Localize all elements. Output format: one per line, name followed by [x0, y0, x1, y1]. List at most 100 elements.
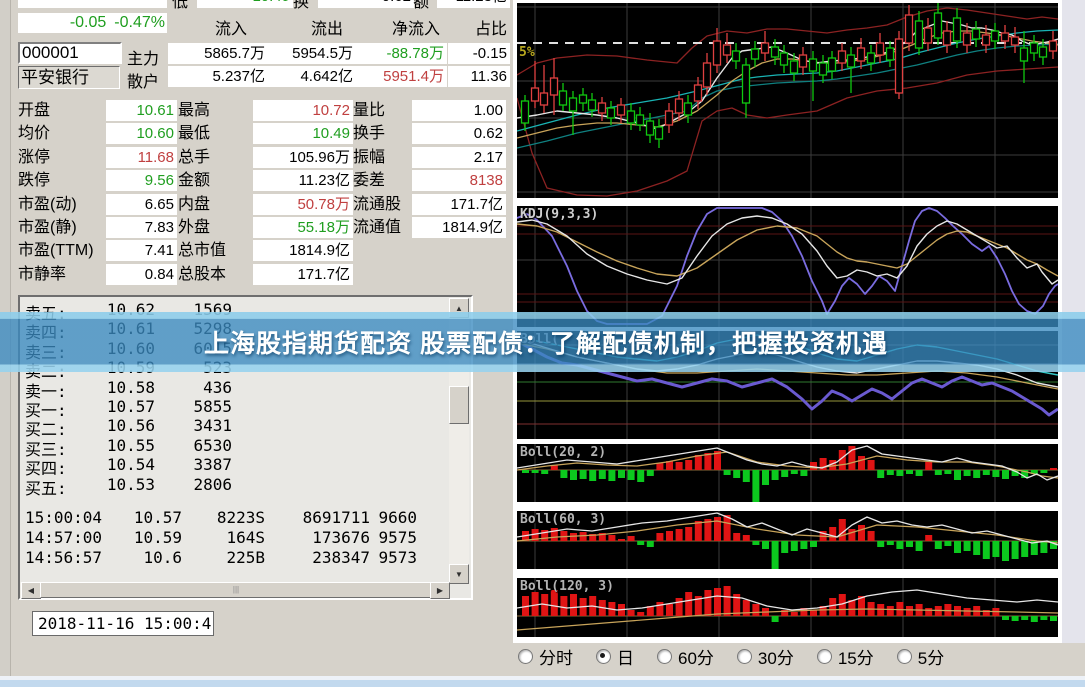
orderbook-price: 10.53 — [106, 474, 155, 494]
tick-price: 10.6 — [143, 547, 182, 567]
stock-name-box: 平安银行 — [18, 66, 120, 89]
change-value: -0.05 — [69, 14, 107, 31]
period-radio-30分[interactable]: 30分 — [736, 644, 794, 669]
kline-chart[interactable]: 5% — [517, 3, 1058, 198]
orderbook-row: 卖一: 10.58 436 — [20, 377, 449, 401]
boll20-bar-chart[interactable]: Boll(20, 2) — [517, 444, 1058, 502]
stat-label: 最高 — [178, 102, 211, 119]
stat-value: 1.00 — [412, 100, 506, 121]
orderbook-volume: 2806 — [193, 474, 232, 494]
orderbook-row: 买四: 10.54 3387 — [20, 455, 449, 478]
tick-row: 14:57:00 10.59 164S 173676 9575 — [20, 528, 449, 547]
period-label: 15分 — [837, 648, 874, 668]
stat-label: 市盈(TTM) — [18, 242, 94, 260]
radio-icon[interactable] — [736, 648, 752, 664]
tick-price: 10.59 — [133, 527, 182, 547]
orderbook-row: 买五: 10.53 2806 — [20, 474, 449, 498]
tick-seq: 9573 — [378, 547, 417, 567]
radio-icon[interactable] — [596, 648, 611, 664]
h-scrollbar-thumb[interactable]: ||| — [40, 582, 432, 598]
tick-time: 14:57:00 — [25, 527, 103, 547]
main-force-label: 主力 — [127, 51, 160, 68]
kdj-label: KDJ(9,3,3) — [520, 207, 599, 222]
radio-icon[interactable] — [896, 648, 912, 664]
stat-value: 9.56 — [106, 170, 177, 192]
period-label: 5分 — [917, 648, 945, 668]
stats-row: 市盈(TTM) 7.41 总市值 1814.9亿 — [0, 240, 513, 263]
stat-label: 均价 — [18, 125, 51, 143]
low-label: 低 — [172, 0, 189, 10]
stats-row: 市静率 0.84 总股本 171.7亿 — [0, 263, 513, 287]
orderbook-row: 买一: 10.57 5855 — [20, 397, 449, 420]
boll120-bar-chart[interactable]: Boll(120, 3) — [517, 578, 1058, 637]
price-box-clipped — [18, 0, 167, 8]
change-percent: -0.47% — [114, 14, 165, 31]
orderbook-level-label: 买五: — [25, 478, 67, 498]
period-radio-5分[interactable]: 5分 — [896, 644, 945, 669]
orderbook-level-label: 买一: — [25, 401, 67, 420]
tick-amount: 173676 — [312, 527, 370, 547]
stat-label: 量比 — [353, 102, 386, 119]
orderbook-row: 买二: 10.56 3431 — [20, 416, 449, 439]
orderbook-price: 10.58 — [106, 377, 155, 397]
period-label: 日 — [617, 648, 634, 668]
stats-row: 市盈(静) 7.83 外盘 55.18万 流通值 1814.9亿 — [0, 217, 513, 240]
stat-label: 开盘 — [18, 102, 51, 119]
stat-label: 流通值 — [353, 219, 402, 236]
ratio-header: 占比 — [474, 21, 507, 38]
stat-value: 11.23亿 — [253, 170, 353, 192]
retail-inflow: 5.237亿 — [168, 66, 268, 87]
stat-value: 10.61 — [106, 100, 177, 121]
bottom-blue-strip — [0, 680, 1085, 687]
orderbook-level-label: 卖一: — [25, 381, 67, 401]
stat-label: 跌停 — [18, 172, 51, 190]
kdj-indicator-chart[interactable]: KDJ(9,3,3) — [517, 206, 1058, 327]
radio-icon[interactable] — [518, 648, 533, 664]
stat-value: 7.41 — [106, 240, 177, 262]
v-scrollbar-thumb[interactable] — [449, 386, 469, 424]
orderbook-volume: 6530 — [193, 435, 232, 455]
tick-amount: 8691711 — [302, 508, 370, 527]
main-outflow: 5954.5万 — [268, 43, 356, 64]
stat-label: 市盈(静) — [18, 219, 77, 236]
period-label: 分时 — [539, 648, 573, 668]
ad-banner-overlay[interactable]: 上海股指期货配资 股票配债：了解配债机制，把握投资机遇 — [0, 312, 1085, 372]
stock-code-input[interactable] — [18, 42, 122, 64]
stat-value: 10.72 — [253, 100, 353, 121]
tick-volume: 164S — [226, 527, 265, 547]
period-radio-15分[interactable]: 15分 — [816, 644, 874, 669]
radio-icon[interactable] — [657, 648, 672, 664]
main-inflow: 5865.7万 — [168, 43, 268, 64]
scroll-down-button[interactable]: ▼ — [449, 564, 469, 584]
retail-ratio: 11.36 — [448, 66, 510, 87]
stat-label: 市盈(动) — [18, 195, 77, 213]
tick-volume: 8223S — [216, 508, 265, 527]
stat-value: 1814.9亿 — [253, 240, 353, 262]
quote-topbar-clipped: 低 10.49 换 0.62 额 11.23亿 — [0, 0, 513, 10]
stat-value: 10.60 — [106, 123, 177, 145]
amount-label: 额 — [413, 0, 430, 10]
scroll-left-button[interactable]: ◀ — [21, 582, 41, 599]
boll60-bar-chart[interactable]: Boll(60, 3) — [517, 511, 1058, 569]
stat-label: 最低 — [178, 125, 211, 143]
turnover-label: 换 — [293, 0, 310, 10]
retail-outflow: 4.642亿 — [268, 66, 356, 87]
period-radio-日[interactable]: 日 — [596, 644, 634, 669]
tick-price: 10.57 — [133, 508, 182, 527]
period-radio-60分[interactable]: 60分 — [657, 644, 714, 669]
stat-label: 流通股 — [353, 195, 402, 213]
stat-value: 171.7亿 — [253, 263, 353, 285]
scroll-right-button[interactable]: ▶ — [430, 582, 450, 599]
boll20-label: Boll(20, 2) — [520, 445, 607, 460]
stat-value: 1814.9亿 — [412, 217, 506, 238]
percent-marker: 5% — [519, 45, 535, 60]
ad-banner-text: 上海股指期货配资 股票配债：了解配债机制，把握投资机遇 — [204, 330, 888, 358]
stat-value: 0.62 — [412, 123, 506, 145]
bottom-light-strip — [0, 676, 1085, 680]
datetime-box[interactable]: 2018-11-16 15:00:4 — [32, 611, 214, 636]
tick-seq: 9660 — [378, 508, 417, 527]
period-radio-分时[interactable]: 分时 — [518, 644, 573, 669]
tick-seq: 9575 — [378, 527, 417, 547]
radio-icon[interactable] — [816, 648, 832, 664]
